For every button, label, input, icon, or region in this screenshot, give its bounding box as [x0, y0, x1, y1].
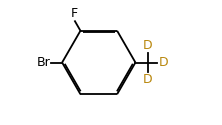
Text: D: D: [143, 39, 153, 52]
Text: D: D: [143, 73, 153, 86]
Text: Br: Br: [37, 56, 50, 69]
Text: F: F: [71, 7, 78, 20]
Text: D: D: [159, 56, 168, 69]
